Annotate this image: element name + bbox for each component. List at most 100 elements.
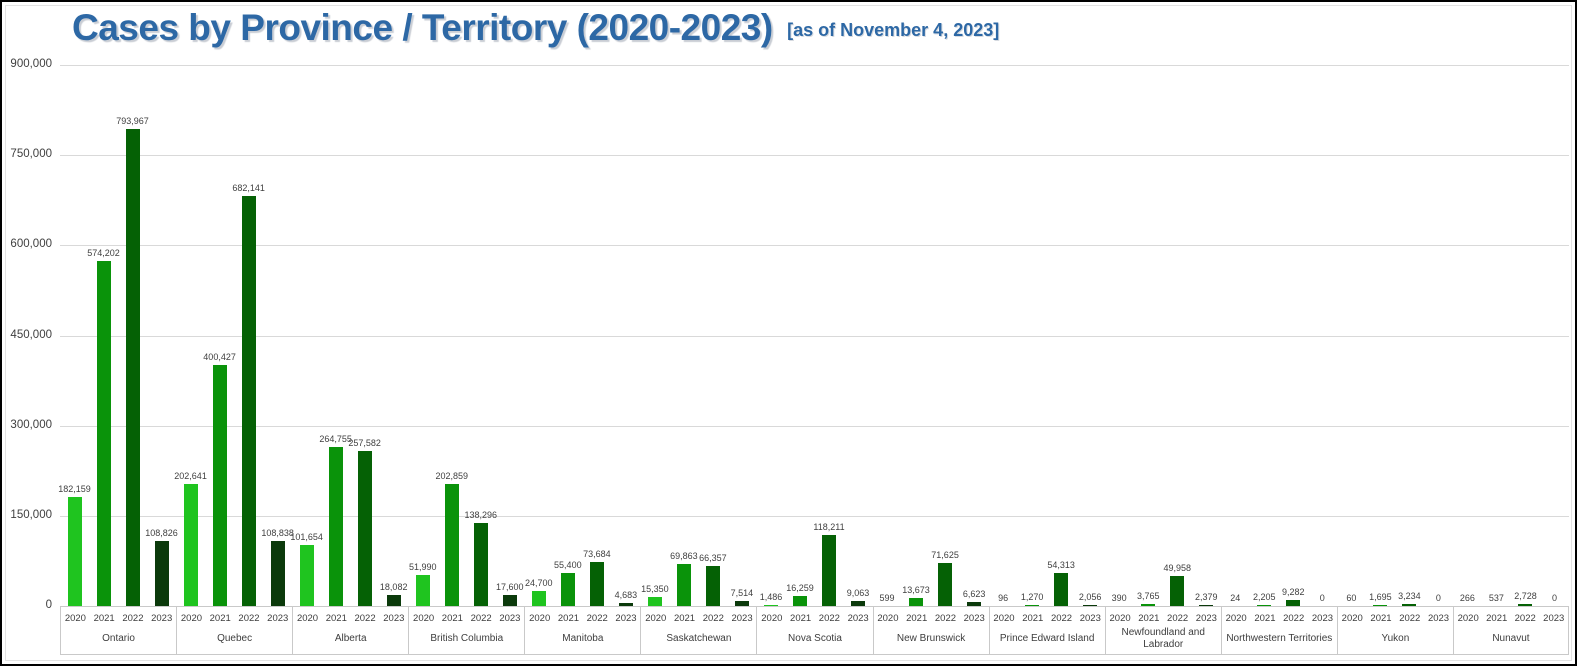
- bar-slot: 73,684: [582, 65, 611, 606]
- year-labels-row: 2020 2021 2022 2023: [177, 607, 292, 627]
- year-label: 2022: [1283, 612, 1305, 624]
- year-label: 2022: [354, 612, 376, 624]
- bar: [154, 541, 169, 606]
- bar-value-label: 9,063: [846, 588, 870, 598]
- bar: [705, 566, 720, 606]
- year-labels-row: 2020 2021 2022 2023: [293, 607, 408, 627]
- category-cell: 2020 2021 2022 2023 British Columbia: [408, 607, 524, 654]
- bar: [241, 196, 256, 606]
- bar-slot: 0: [1424, 65, 1453, 606]
- bar-slot: 69,863: [669, 65, 698, 606]
- year-label: 2023: [1195, 612, 1217, 624]
- bar: [212, 365, 227, 606]
- year-label: 2021: [1486, 612, 1508, 624]
- year-label: 2023: [963, 612, 985, 624]
- bar-value-label: 390: [1111, 593, 1127, 603]
- bar-slot: 682,141: [232, 65, 265, 606]
- bar-value-label: 108,826: [145, 528, 178, 538]
- y-axis-label: 900,000: [10, 58, 52, 70]
- bar-slot: 4,683: [611, 65, 640, 606]
- bar: [792, 596, 807, 606]
- year-label: 2020: [64, 612, 86, 624]
- bar-group: 1,486 16,259 118,211 9,063: [756, 65, 872, 606]
- bar-value-label: 24: [1230, 593, 1241, 603]
- y-axis-label: 600,000: [10, 238, 52, 250]
- gridline: [60, 65, 1569, 66]
- bar: [1170, 576, 1185, 606]
- bar-group: 390 3,765 49,958 2,379: [1105, 65, 1221, 606]
- bar-slot: 202,859: [435, 65, 468, 606]
- year-labels-row: 2020 2021 2022 2023: [525, 607, 640, 627]
- bar-slot: 2,379: [1192, 65, 1221, 606]
- bar-slot: 9,063: [844, 65, 873, 606]
- bar-slot: 15,350: [640, 65, 669, 606]
- bar-value-label: 101,654: [290, 532, 323, 542]
- bar-slot: 537: [1482, 65, 1511, 606]
- bar-value-label: 49,958: [1163, 563, 1191, 573]
- year-label: 2022: [1399, 612, 1421, 624]
- bar: [270, 541, 285, 606]
- bar-slot: 2,205: [1250, 65, 1279, 606]
- year-labels-row: 2020 2021 2022 2023: [757, 607, 872, 627]
- year-label: 2023: [151, 612, 173, 624]
- year-label: 2022: [1514, 612, 1536, 624]
- bar-slot: 96: [989, 65, 1018, 606]
- bar-slot: 3,234: [1395, 65, 1424, 606]
- bar-value-label: 96: [998, 593, 1009, 603]
- bar-slot: 16,259: [785, 65, 814, 606]
- bar-slot: 266: [1453, 65, 1482, 606]
- bar-group: 202,641 400,427 682,141 108,838: [174, 65, 294, 606]
- bar-slot: 18,082: [379, 65, 408, 606]
- bar-value-label: 202,641: [174, 471, 207, 481]
- year-label: 2021: [673, 612, 696, 624]
- year-label: 2023: [731, 612, 753, 624]
- year-label: 2020: [1457, 612, 1479, 624]
- year-label: 2021: [1254, 612, 1276, 624]
- bar-value-label: 13,673: [902, 585, 930, 595]
- year-labels-row: 2020 2021 2022 2023: [1338, 607, 1453, 627]
- year-label: 2023: [267, 612, 289, 624]
- bar-value-label: 15,350: [641, 584, 669, 594]
- year-labels-row: 2020 2021 2022 2023: [874, 607, 989, 627]
- year-label: 2020: [296, 612, 319, 624]
- bar: [299, 545, 314, 606]
- bar: [96, 261, 111, 606]
- year-label: 2022: [470, 612, 492, 624]
- category-label: Quebec: [217, 633, 253, 644]
- gridline: [60, 155, 1569, 156]
- category-cell: 2020 2021 2022 2023 New Brunswick: [872, 607, 989, 654]
- bars-area: 182,159 574,202 793,967 108,826 202,641 400,4…: [58, 65, 1569, 606]
- bar-slot: 574,202: [87, 65, 120, 606]
- year-label: 2020: [993, 612, 1015, 624]
- category-label: Manitoba: [562, 633, 604, 644]
- year-label: 2023: [1079, 612, 1101, 624]
- bar: [560, 573, 575, 606]
- category-label: New Brunswick: [896, 633, 966, 644]
- category-label: Saskatchewan: [666, 633, 732, 644]
- bar-group: 182,159 574,202 793,967 108,826: [58, 65, 178, 606]
- bar: [1373, 605, 1388, 606]
- bar: [938, 563, 953, 606]
- bar-slot: 7,514: [727, 65, 756, 606]
- bar-value-label: 3,765: [1136, 591, 1160, 601]
- bar-value-label: 2,728: [1514, 591, 1537, 601]
- bar-slot: 118,211: [813, 65, 845, 606]
- category-cell: 2020 2021 2022 2023 Prince Edward Island: [988, 607, 1105, 654]
- title-row: Cases by Province / Territory (2020-2023…: [72, 7, 999, 49]
- chart-title: Cases by Province / Territory (2020-2023…: [72, 7, 773, 48]
- gridline: [60, 426, 1569, 427]
- bar-slot: 6,623: [960, 65, 989, 606]
- bar-value-label: 4,683: [614, 590, 638, 600]
- bar: [386, 595, 401, 606]
- bar-slot: 400,427: [203, 65, 236, 606]
- year-label: 2021: [93, 612, 115, 624]
- year-label: 2021: [1370, 612, 1392, 624]
- year-label: 2020: [1341, 612, 1363, 624]
- year-label: 2022: [1167, 612, 1189, 624]
- year-label: 2021: [209, 612, 231, 624]
- category-label: Prince Edward Island: [999, 633, 1095, 644]
- bar-value-label: 24,700: [525, 578, 553, 588]
- bar-slot: 390: [1105, 65, 1134, 606]
- bar-slot: 1,270: [1018, 65, 1047, 606]
